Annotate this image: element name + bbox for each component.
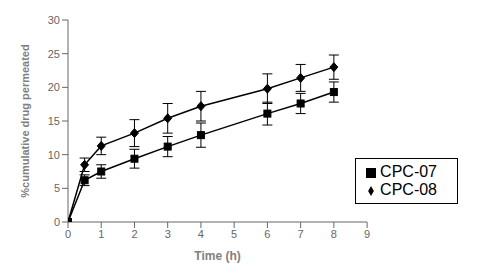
svg-text:5: 5	[231, 228, 237, 240]
svg-text:Time (h): Time (h)	[194, 249, 240, 263]
svg-text:20: 20	[48, 81, 60, 93]
svg-text:0: 0	[54, 216, 60, 228]
svg-text:9: 9	[364, 228, 370, 240]
svg-text:%cumulative drug permeated: %cumulative drug permeated	[19, 44, 31, 197]
html-text:CPC-07: CPC-07	[380, 163, 437, 180]
svg-text:7: 7	[298, 228, 304, 240]
svg-text:3: 3	[165, 228, 171, 240]
svg-text:1: 1	[98, 228, 104, 240]
svg-text:15: 15	[48, 115, 60, 127]
svg-text:5: 5	[54, 182, 60, 194]
svg-text:8: 8	[331, 228, 337, 240]
svg-text:6: 6	[264, 228, 270, 240]
svg-text:10: 10	[48, 149, 60, 161]
svg-text:0: 0	[65, 228, 71, 240]
svg-text:2: 2	[131, 228, 137, 240]
svg-text:25: 25	[48, 48, 60, 60]
svg-text:30: 30	[48, 14, 60, 26]
html-text:CPC-08: CPC-08	[380, 181, 437, 198]
svg-text:4: 4	[198, 228, 204, 240]
